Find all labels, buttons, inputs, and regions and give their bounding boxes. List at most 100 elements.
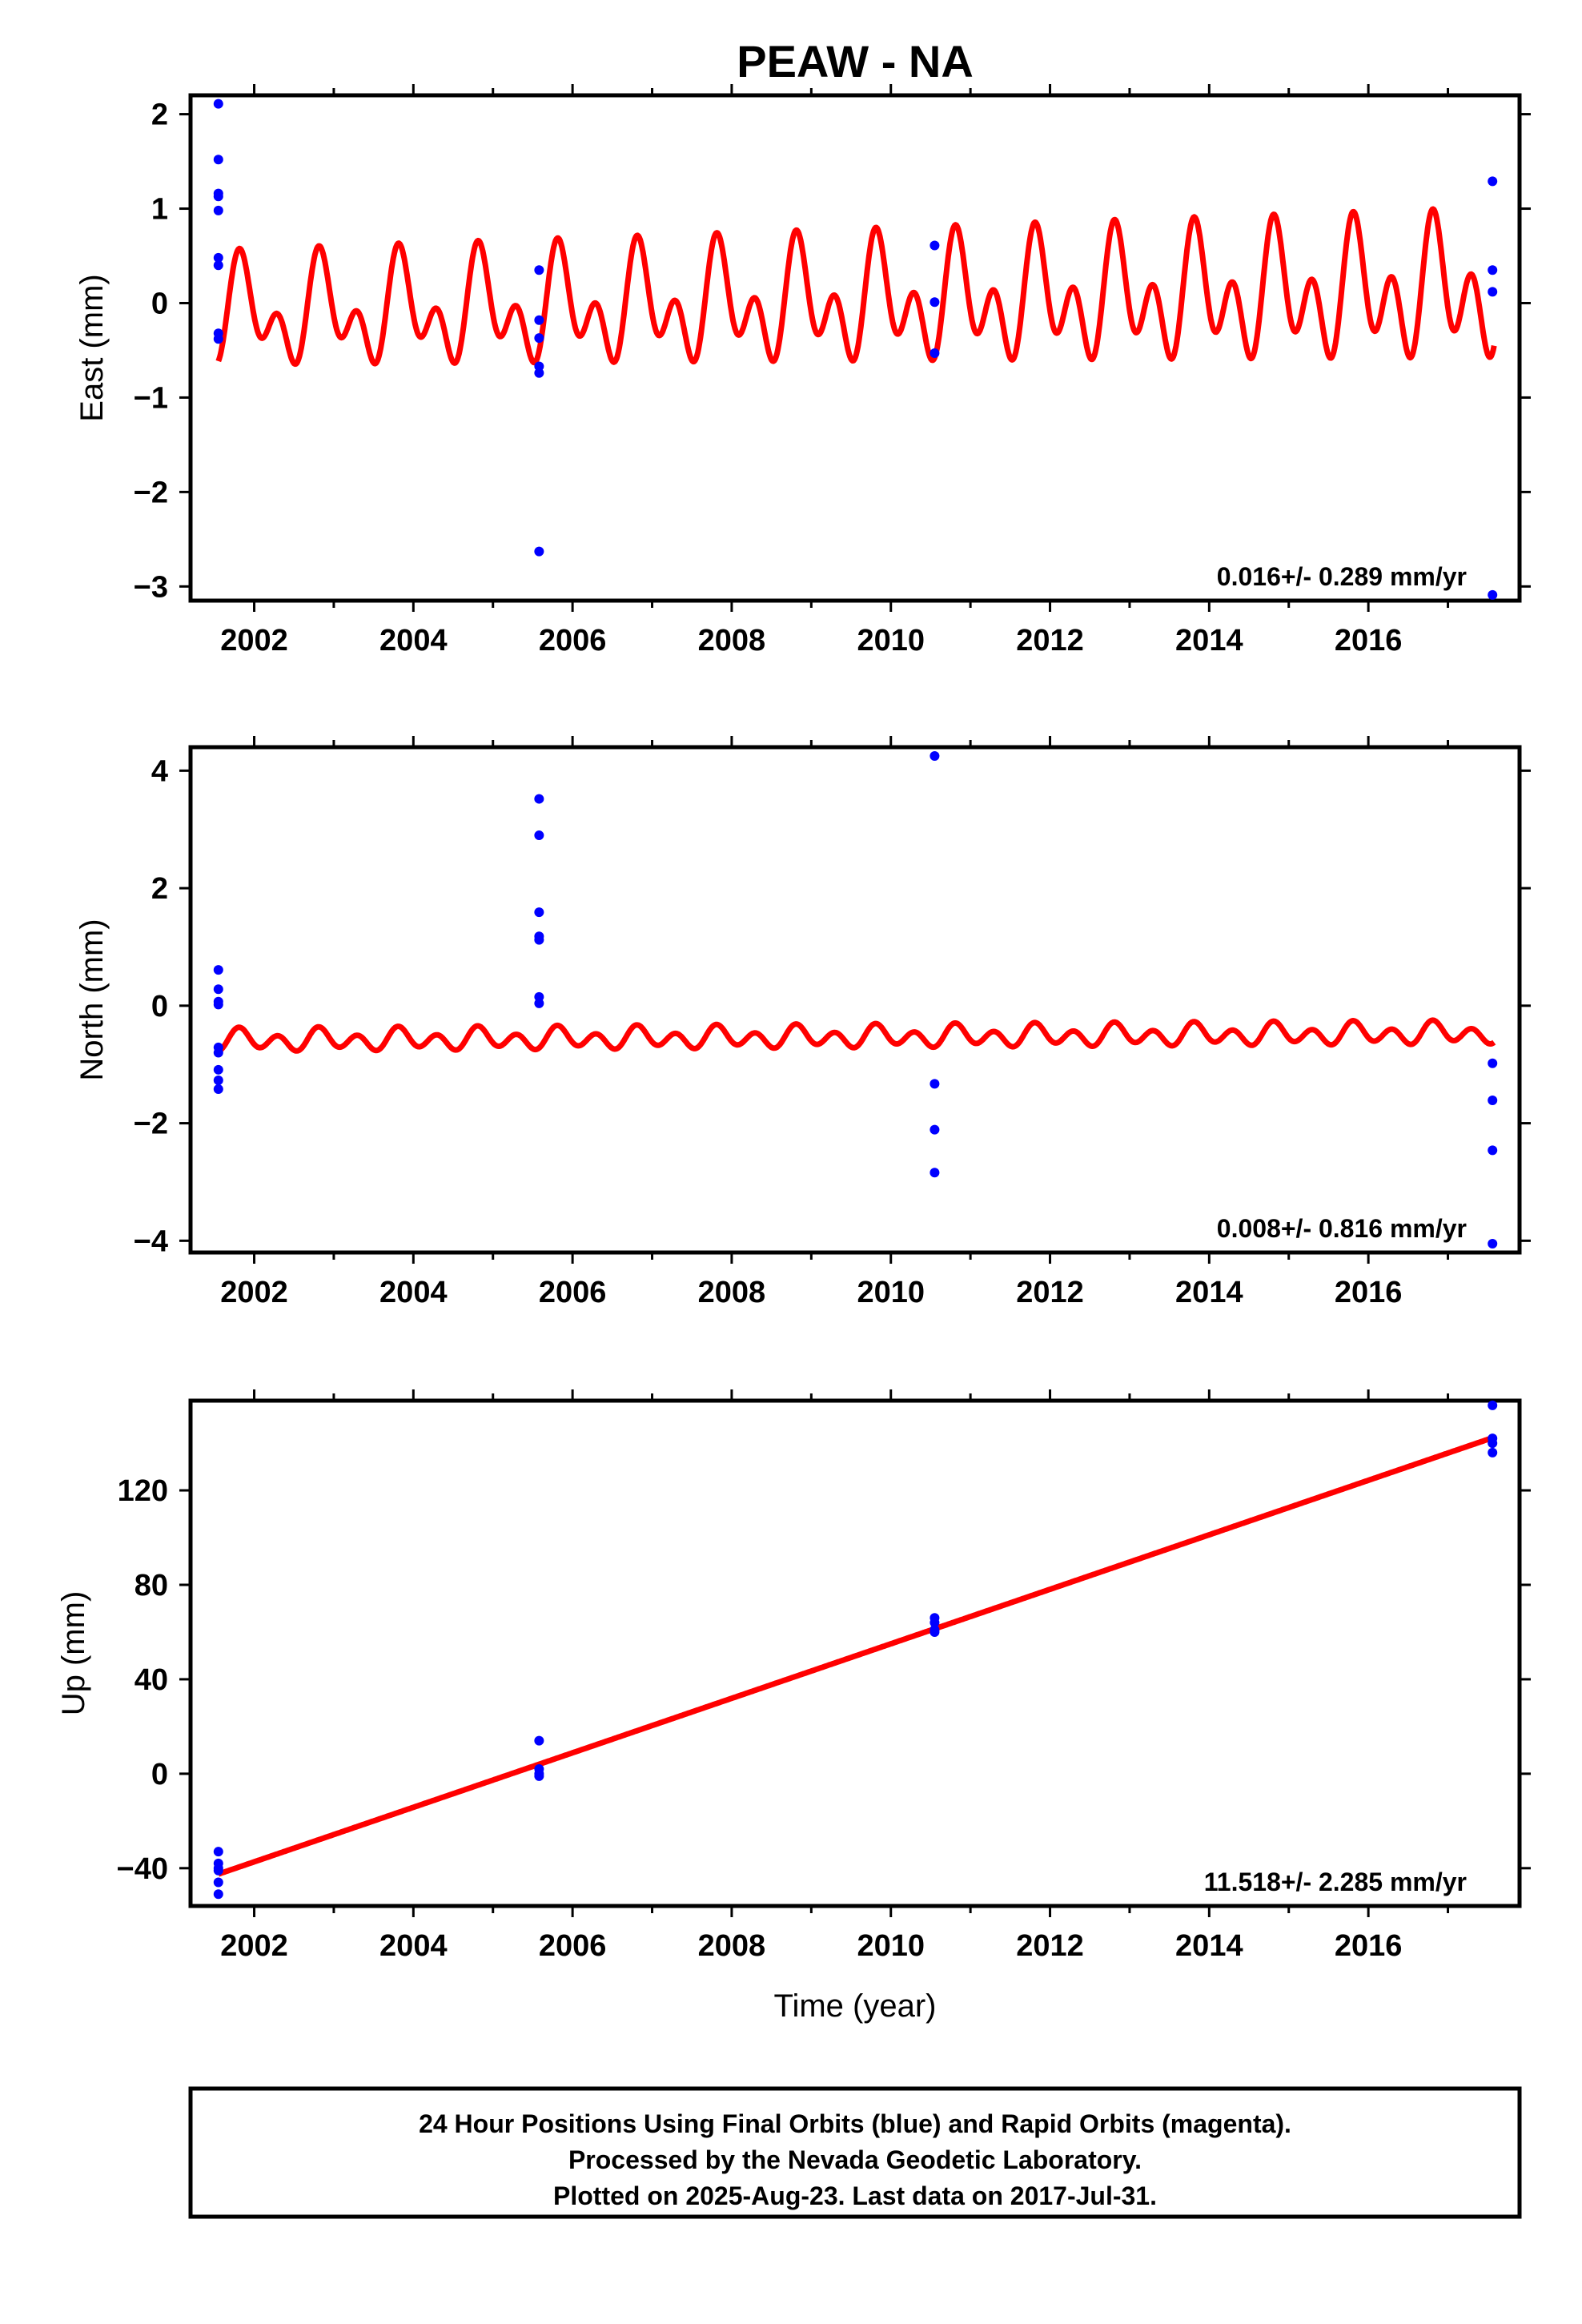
east-panel: 2002 2004 2006 2008 2010 2012 2014 2016 2 1 0 −1 −2 −…	[74, 84, 1531, 657]
north-x-tick-label: 2016	[1335, 1276, 1403, 1309]
up-y-tick-label: 40	[135, 1663, 168, 1697]
east-y-tick-label: −2	[134, 476, 168, 509]
north-x-tick-label: 2014	[1175, 1276, 1243, 1309]
up-x-tick-label: 2006	[539, 1929, 607, 1963]
east-y-tick-label: −3	[134, 570, 168, 604]
footer-line-2: Processed by the Nevada Geodetic Laborat…	[568, 2145, 1142, 2174]
footer-line-1: 24 Hour Positions Using Final Orbits (bl…	[419, 2109, 1291, 2138]
north-y-axis-label: North (mm)	[74, 919, 110, 1080]
east-data-point	[930, 348, 940, 358]
east-data-point	[213, 191, 223, 202]
east-data-point	[534, 265, 544, 275]
east-data-point	[534, 315, 544, 325]
north-data-point	[213, 999, 223, 1010]
east-x-tick-label: 2012	[1016, 624, 1084, 657]
figure-title: PEAW - NA	[737, 36, 974, 86]
east-data-point	[534, 368, 544, 378]
east-data-point	[534, 361, 544, 372]
up-panel: 2002 2004 2006 2008 2010 2012 2014 2016 120 80 40 0…	[56, 1389, 1531, 1963]
x-axis-label: Time (year)	[774, 1988, 937, 2024]
north-data-point	[534, 794, 544, 804]
up-y-tick-label: −40	[117, 1852, 168, 1886]
north-x-tick-label: 2008	[698, 1276, 766, 1309]
footer-line-3: Plotted on 2025-Aug-23. Last data on 201…	[553, 2181, 1157, 2210]
north-data-point	[1488, 1238, 1498, 1248]
up-data-point	[930, 1618, 940, 1628]
north-y-tick-label: 0	[151, 990, 168, 1023]
east-y-axis-label: East (mm)	[74, 274, 110, 421]
east-x-tick-label: 2008	[698, 624, 766, 657]
east-y-tick-label: 2	[151, 99, 168, 132]
east-y-tick-label: 0	[151, 287, 168, 320]
north-data-point	[534, 935, 544, 945]
east-x-tick-label: 2006	[539, 624, 607, 657]
north-data-point	[213, 984, 223, 995]
north-data-point	[213, 1084, 223, 1095]
north-y-tick-label: −2	[134, 1108, 168, 1141]
north-data-point	[534, 907, 544, 918]
north-data-point	[1488, 1095, 1498, 1105]
footer-box	[188, 2086, 1522, 2219]
up-y-axis-label: Up (mm)	[56, 1591, 91, 1716]
east-data-point	[213, 205, 223, 215]
up-x-tick-label: 2002	[220, 1929, 288, 1963]
up-x-tick-label: 2008	[698, 1929, 766, 1963]
east-x-tick-label: 2014	[1175, 624, 1243, 657]
up-x-tick-label: 2016	[1335, 1929, 1403, 1963]
up-x-tick-label: 2014	[1175, 1929, 1243, 1963]
up-x-tick-label: 2012	[1016, 1929, 1084, 1963]
up-data-point	[1488, 1400, 1498, 1410]
up-model-line	[216, 1434, 1496, 1877]
north-data-point	[930, 751, 940, 762]
up-data-point	[213, 1877, 223, 1888]
north-data-point	[213, 1064, 223, 1075]
north-model-line	[216, 1017, 1496, 1054]
east-x-tick-label: 2002	[220, 624, 288, 657]
north-y-tick-label: 2	[151, 872, 168, 906]
north-data-point	[213, 965, 223, 975]
up-x-tick-label: 2010	[857, 1929, 925, 1963]
north-plot-frame	[188, 745, 1522, 1255]
east-data-point	[1488, 265, 1498, 275]
north-x-tick-label: 2006	[539, 1276, 607, 1309]
up-data-point	[213, 1865, 223, 1876]
east-data-point	[213, 252, 223, 263]
east-y-tick-label: −1	[134, 381, 168, 415]
up-x-tick-label: 2004	[379, 1929, 448, 1963]
east-data-point	[534, 333, 544, 344]
east-plot-frame	[188, 93, 1522, 603]
east-x-tick-label: 2004	[379, 624, 448, 657]
east-data-point	[213, 334, 223, 344]
up-data-point	[534, 1735, 544, 1746]
east-data-point	[213, 260, 223, 271]
up-rate-label: 11.518+/- 2.285 mm/yr	[1204, 1868, 1467, 1896]
up-y-tick-label: 120	[118, 1474, 168, 1508]
north-x-tick-label: 2010	[857, 1276, 925, 1309]
up-y-tick-label: 80	[135, 1569, 168, 1602]
north-data-point	[534, 998, 544, 1008]
up-data-point	[213, 1889, 223, 1900]
north-x-tick-label: 2002	[220, 1276, 288, 1309]
north-y-tick-label: 4	[151, 754, 168, 788]
east-data-point	[930, 240, 940, 251]
east-data-point	[213, 155, 223, 165]
east-data-point	[1488, 589, 1498, 600]
up-y-tick-label: 0	[151, 1758, 168, 1791]
north-data-point	[1488, 1145, 1498, 1156]
north-data-point	[930, 1124, 940, 1135]
east-y-tick-label: 1	[151, 193, 168, 227]
north-x-tick-label: 2004	[379, 1276, 448, 1309]
east-data-point	[1488, 176, 1498, 187]
up-data-point	[213, 1847, 223, 1857]
north-data-point	[930, 1168, 940, 1178]
east-model-line	[215, 206, 1497, 368]
north-panel: 2002 2004 2006 2008 2010 2012 2014 2016 4 2 0 −2 −4 N…	[74, 736, 1531, 1309]
east-rate-label: 0.016+/- 0.289 mm/yr	[1217, 562, 1467, 591]
east-data-point	[930, 297, 940, 308]
east-x-tick-label: 2010	[857, 624, 925, 657]
east-x-tick-label: 2016	[1335, 624, 1403, 657]
up-data-point	[930, 1626, 940, 1637]
up-data-point	[1488, 1438, 1498, 1449]
north-data-point	[930, 1079, 940, 1089]
